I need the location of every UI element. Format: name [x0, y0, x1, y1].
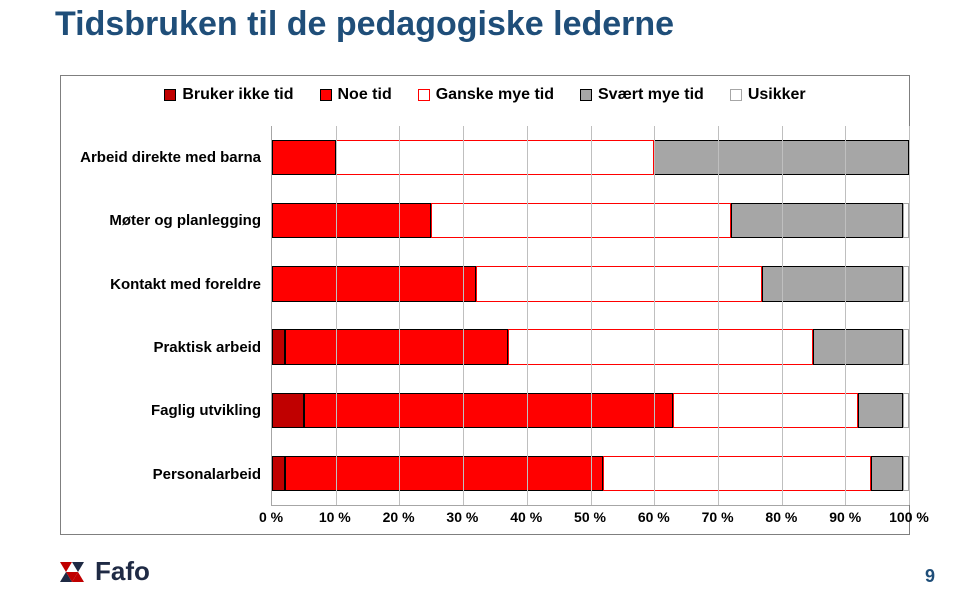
bar-segment: [304, 393, 673, 428]
bar-segment: [272, 329, 285, 364]
legend: Bruker ikke tid Noe tid Ganske mye tid S…: [61, 86, 909, 104]
gridline: [527, 126, 528, 505]
legend-item: Svært mye tid: [580, 86, 704, 104]
bar-segment: [272, 266, 476, 301]
bar-segment: [476, 266, 763, 301]
legend-item: Usikker: [730, 86, 806, 104]
page-number: 9: [925, 566, 935, 587]
bar-segment: [272, 456, 285, 491]
bar-segment: [272, 203, 431, 238]
y-label: Møter og planlegging: [61, 189, 271, 252]
legend-swatch: [418, 89, 430, 101]
x-tick-label: 100 %: [889, 509, 929, 525]
plot-area: [271, 126, 909, 506]
bar-segment: [603, 456, 871, 491]
legend-label: Svært mye tid: [598, 86, 704, 104]
legend-swatch: [730, 89, 742, 101]
bar-segment: [871, 456, 903, 491]
bar-segment: [272, 393, 304, 428]
legend-swatch: [580, 89, 592, 101]
fafo-logo-icon: [55, 558, 89, 586]
x-tick-label: 70 %: [702, 509, 734, 525]
gridline: [782, 126, 783, 505]
x-tick-label: 40 %: [510, 509, 542, 525]
gridline: [591, 126, 592, 505]
chart-frame: Bruker ikke tid Noe tid Ganske mye tid S…: [60, 75, 910, 535]
slide: Tidsbruken til de pedagogiske lederne Br…: [0, 0, 960, 605]
legend-item: Bruker ikke tid: [164, 86, 293, 104]
plot-wrap: Arbeid direkte med barna Møter og planle…: [61, 126, 909, 506]
y-label: Personalarbeid: [61, 443, 271, 506]
bar-segment: [431, 203, 730, 238]
x-tick-label: 90 %: [829, 509, 861, 525]
x-axis: 0 %10 %20 %30 %40 %50 %60 %70 %80 %90 %1…: [271, 509, 909, 529]
bar-segment: [272, 140, 336, 175]
bar-segment: [813, 329, 902, 364]
x-tick-label: 20 %: [383, 509, 415, 525]
page-title: Tidsbruken til de pedagogiske lederne: [55, 5, 674, 44]
y-axis-labels: Arbeid direkte med barna Møter og planle…: [61, 126, 271, 506]
x-tick-label: 10 %: [319, 509, 351, 525]
y-label: Arbeid direkte med barna: [61, 126, 271, 189]
y-label: Faglig utvikling: [61, 379, 271, 442]
gridline: [336, 126, 337, 505]
gridline: [718, 126, 719, 505]
bar-segment: [731, 203, 903, 238]
y-label: Kontakt med foreldre: [61, 253, 271, 316]
legend-item: Noe tid: [320, 86, 392, 104]
legend-label: Noe tid: [338, 86, 392, 104]
legend-label: Ganske mye tid: [436, 86, 554, 104]
x-tick-label: 30 %: [446, 509, 478, 525]
x-tick-label: 0 %: [259, 509, 283, 525]
gridline: [399, 126, 400, 505]
gridline: [463, 126, 464, 505]
bar-segment: [673, 393, 858, 428]
gridline: [845, 126, 846, 505]
legend-swatch: [164, 89, 176, 101]
x-tick-label: 50 %: [574, 509, 606, 525]
bar-segment: [508, 329, 814, 364]
y-label: Praktisk arbeid: [61, 316, 271, 379]
gridline: [909, 126, 910, 505]
bar-segment: [285, 456, 604, 491]
gridline: [654, 126, 655, 505]
x-tick-label: 80 %: [765, 509, 797, 525]
bar-segment: [858, 393, 903, 428]
fafo-logo: Fafo: [55, 556, 150, 587]
logo-text: Fafo: [95, 556, 150, 587]
bar-segment: [336, 140, 655, 175]
bar-segment: [762, 266, 902, 301]
legend-item: Ganske mye tid: [418, 86, 554, 104]
bar-segment: [285, 329, 508, 364]
x-tick-label: 60 %: [638, 509, 670, 525]
legend-label: Bruker ikke tid: [182, 86, 293, 104]
legend-swatch: [320, 89, 332, 101]
legend-label: Usikker: [748, 86, 806, 104]
